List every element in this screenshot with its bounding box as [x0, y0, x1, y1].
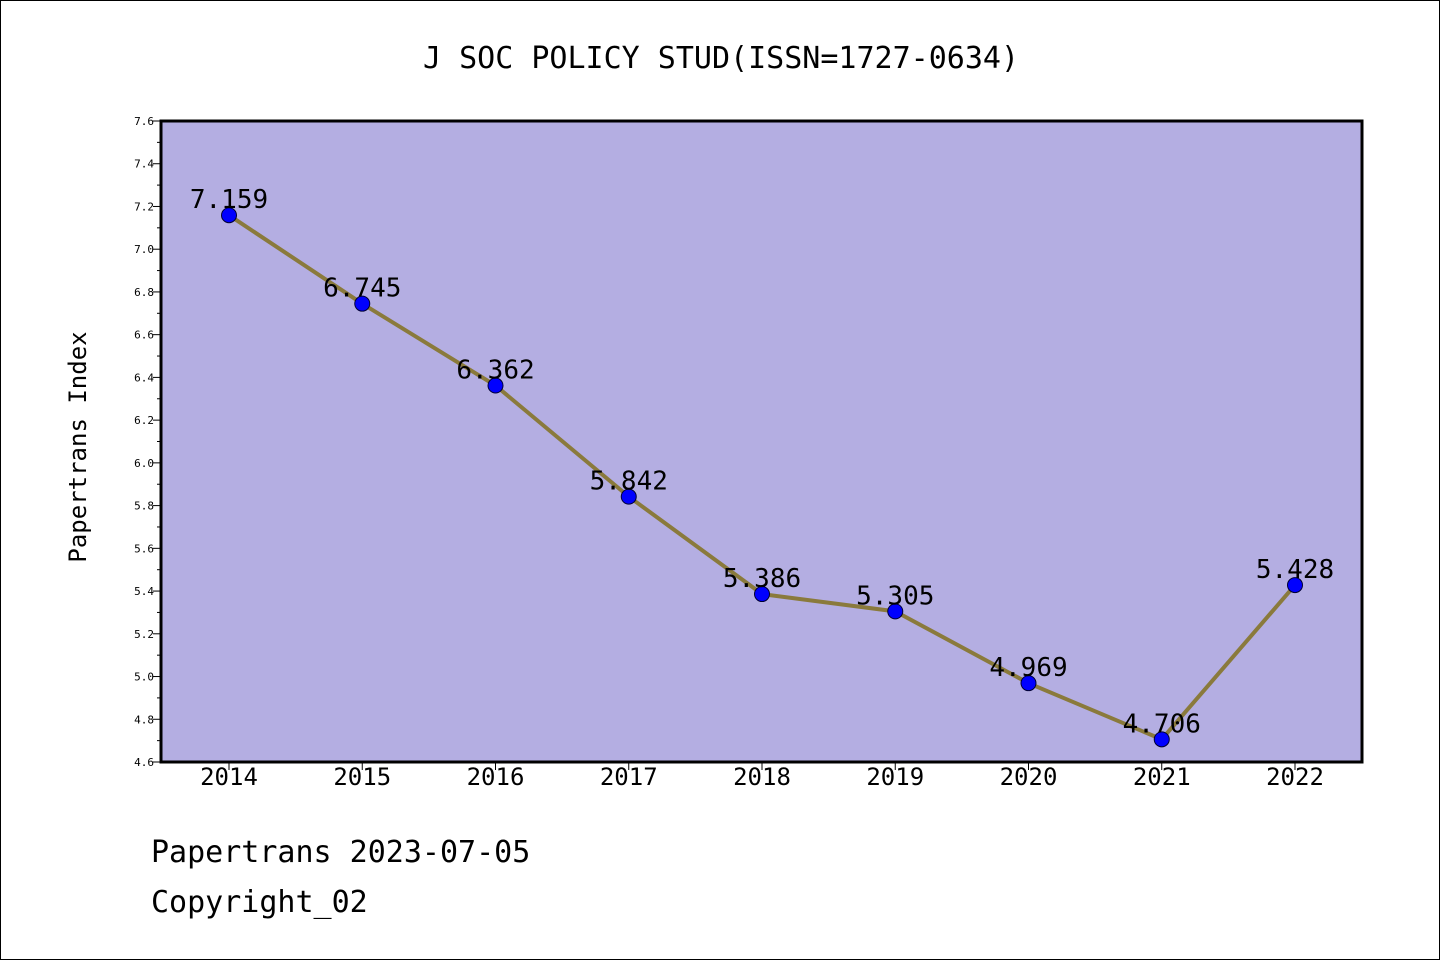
y-tick-label: 5.4: [134, 585, 154, 598]
data-point: [754, 586, 770, 603]
data-labels: 7.159 6.745 6.362 5.842 5.386 5.305 4.969 4.706…: [190, 185, 1334, 739]
y-tick-label: 5.6: [134, 542, 154, 555]
x-tick-label: 2017: [600, 763, 658, 791]
y-tick-label: 6.4: [134, 371, 154, 384]
x-tick-label: 2018: [733, 763, 791, 791]
x-tick-label: 2019: [866, 763, 924, 791]
y-tick-label: 7.0: [134, 243, 154, 256]
y-tick-label: 6.2: [134, 414, 154, 427]
y-tick-label: 7.2: [134, 200, 154, 213]
y-tick-label: 7.4: [134, 158, 154, 171]
data-label: 4.969: [989, 653, 1067, 683]
data-point: [221, 207, 237, 224]
x-tick-label: 2021: [1133, 763, 1191, 791]
chart-title: J SOC POLICY STUD(ISSN=1727-0634): [423, 41, 1019, 76]
x-tick-label: 2022: [1266, 763, 1324, 791]
y-tick-label: 5.2: [134, 628, 154, 641]
x-tick-label: 2014: [200, 763, 258, 791]
data-point: [1153, 731, 1170, 748]
y-tick-label: 5.8: [134, 500, 154, 513]
data-label: 5.842: [590, 467, 668, 497]
data-point: [487, 377, 504, 394]
y-tick-label: 7.6: [134, 115, 154, 128]
data-point: [887, 603, 904, 620]
data-label: 5.305: [856, 581, 934, 611]
data-point: [354, 295, 371, 312]
data-point: [620, 488, 637, 505]
y-axis-label: Papertrans Index: [64, 331, 92, 562]
x-tick-label: 2020: [1000, 763, 1058, 791]
y-axis: 4.6 4.8 5.0 5.2 5.4 5.6 5.8 6.0 6.2 6.4 6.6 6.8 7.0 7…: [134, 115, 161, 769]
y-tick-label: 6.8: [134, 286, 154, 299]
x-tick-label: 2016: [467, 763, 525, 791]
y-tick-label: 5.0: [134, 671, 154, 684]
x-tick-label: 2015: [333, 763, 391, 791]
data-markers: [221, 207, 1303, 748]
source-date-text: Papertrans 2023-07-05: [151, 835, 531, 870]
plot-area: [159, 119, 1364, 764]
copyright-text: Copyright_02: [151, 885, 368, 920]
y-tick-label: 6.6: [134, 329, 154, 342]
data-label: 6.745: [323, 274, 401, 304]
data-label: 5.428: [1256, 555, 1334, 585]
y-tick-label: 4.6: [134, 756, 154, 769]
data-label: 4.706: [1123, 709, 1201, 739]
data-point: [1020, 675, 1037, 692]
y-tick-label: 4.8: [134, 713, 154, 726]
y-tick-label: 6.0: [134, 457, 154, 470]
data-label: 5.386: [723, 564, 801, 594]
data-point: [1287, 577, 1303, 594]
data-label: 6.362: [456, 356, 534, 386]
x-axis: 2014 2015 2016 2017 2018 2019 2020 2021 2022: [200, 762, 1324, 791]
data-label: 7.159: [190, 185, 268, 215]
